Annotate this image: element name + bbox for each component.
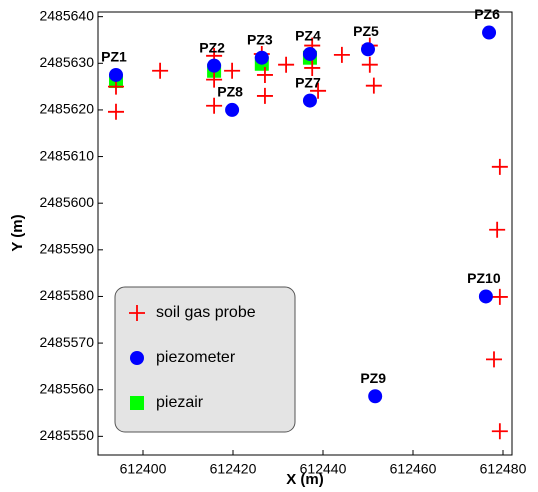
legend-box (114, 286, 296, 433)
soil-gas-probe (491, 288, 508, 305)
plot-frame (97, 11, 513, 456)
point-label: PZ6 (474, 6, 500, 22)
y-tick-label: 2485570 (39, 334, 94, 350)
point-label: PZ1 (101, 49, 127, 65)
piezometer (478, 289, 493, 304)
soil-gas-probe (310, 82, 327, 99)
legend-label: piezometer (156, 349, 236, 366)
piezometer (368, 389, 383, 404)
point-label: PZ2 (199, 39, 225, 55)
x-tick-label: 612400 (120, 461, 167, 477)
legend-label: piezair (156, 394, 204, 411)
x-tick-label: 612420 (210, 461, 257, 477)
y-axis-label: Y (m) (9, 214, 26, 251)
legend-marker (130, 351, 144, 365)
soil-gas-probe (491, 158, 508, 175)
piezometer (302, 46, 317, 61)
soil-gas-probe (206, 97, 223, 114)
y-tick-label: 2485610 (39, 147, 94, 163)
soil-gas-probe (224, 62, 241, 79)
point-label: PZ3 (247, 31, 273, 47)
point-label: PZ4 (295, 28, 321, 44)
y-tick-label: 2485640 (39, 7, 94, 23)
legend-marker (129, 305, 145, 321)
soil-gas-probe (206, 71, 223, 88)
y-tick-label: 2485580 (39, 287, 94, 303)
point-label: PZ10 (467, 270, 501, 286)
soil-gas-probe (152, 62, 169, 79)
piezometer (302, 93, 317, 108)
soil-gas-probe (361, 56, 378, 73)
y-tick-label: 2485630 (39, 54, 94, 70)
point-label: PZ7 (295, 74, 321, 90)
y-tick-label: 2485550 (39, 427, 94, 443)
point-label: PZ8 (217, 84, 243, 100)
y-tick-label: 2485590 (39, 241, 94, 257)
legend-label: soil gas probe (156, 304, 256, 321)
x-axis-label: X (m) (286, 471, 324, 488)
point-label: PZ9 (360, 370, 386, 386)
soil-gas-probe (333, 46, 350, 63)
piezometer (109, 67, 123, 82)
soil-gas-probe (256, 87, 273, 104)
piezometer (254, 50, 269, 65)
x-tick-label: 612480 (480, 461, 527, 477)
piezometer (482, 25, 497, 40)
soil-gas-probe (304, 59, 321, 76)
y-tick-label: 2485620 (39, 101, 94, 117)
point-label: PZ5 (353, 23, 379, 39)
soil-gas-probe (491, 423, 508, 440)
soil-gas-probe (489, 221, 506, 238)
legend-marker (130, 396, 144, 410)
soil-gas-probe (256, 66, 273, 83)
soil-gas-probe (108, 103, 124, 120)
piezometer (225, 102, 240, 117)
x-tick-label: 612440 (300, 461, 347, 477)
x-tick-label: 612460 (390, 461, 437, 477)
soil-gas-probe (365, 77, 382, 94)
soil-gas-probe (486, 351, 502, 368)
y-tick-label: 2485600 (39, 194, 94, 210)
piezometer (361, 42, 375, 57)
y-tick-label: 2485560 (39, 380, 94, 396)
piezometer (207, 58, 222, 73)
soil-gas-probe (278, 56, 295, 73)
